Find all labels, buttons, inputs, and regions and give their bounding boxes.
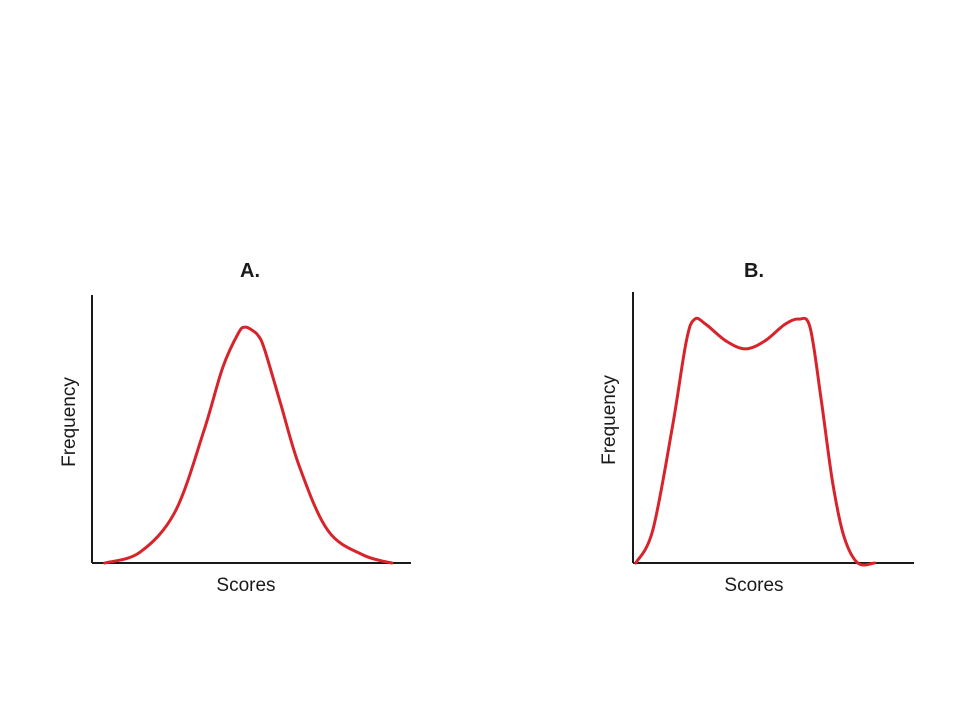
chart-panel-a: A. Scores Frequency [59,260,411,596]
chart-a-series-curve [103,325,394,565]
chart-a-x-axis-label: Scores [216,575,275,596]
chart-a-y-axis-label: Frequency [59,377,80,467]
chart-b-x-axis-label: Scores [724,575,783,596]
chart-b-title: B. [744,260,764,282]
chart-panel-b: B. Scores Frequency [599,260,914,596]
chart-b-series-curve [634,316,877,567]
chart-b-y-axis-label: Frequency [599,375,620,465]
chart-a-title: A. [240,260,260,282]
